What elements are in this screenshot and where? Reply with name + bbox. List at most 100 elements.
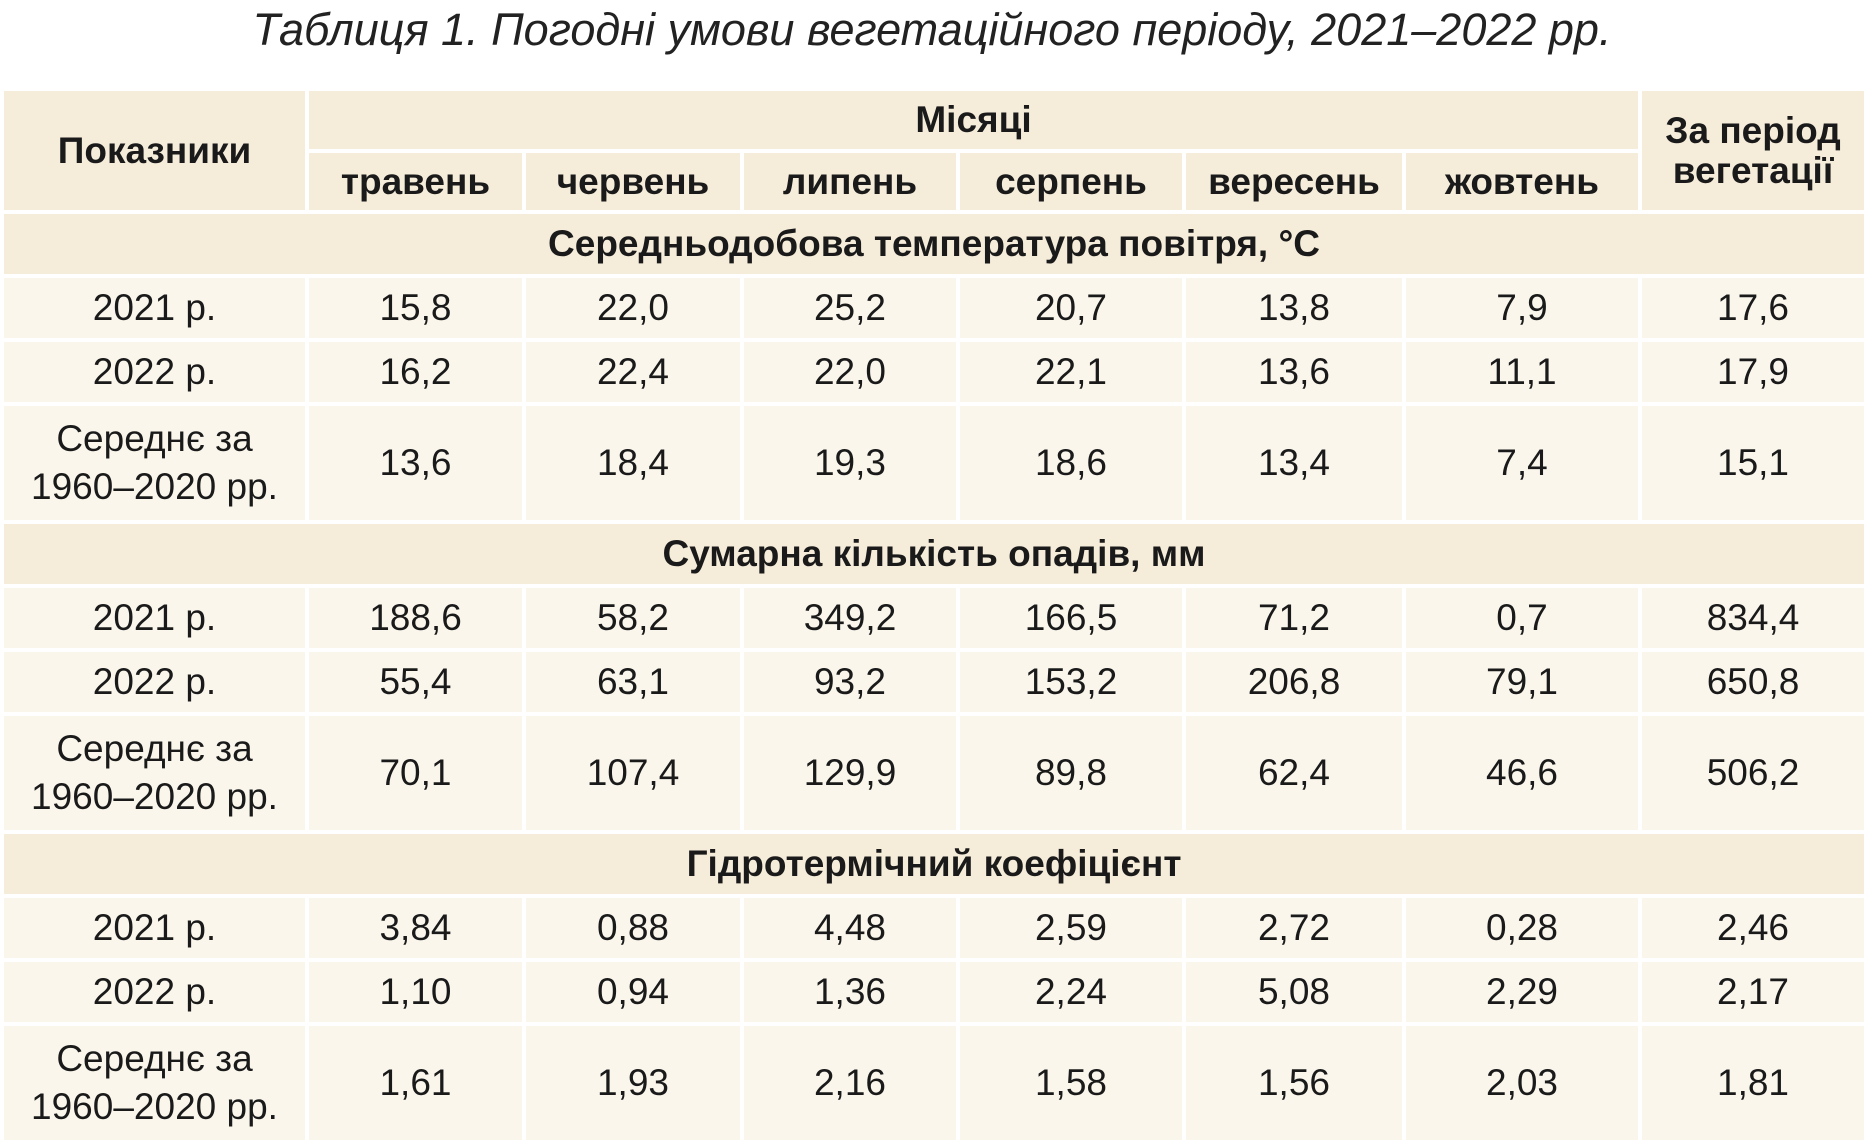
header-month-may: травень <box>305 149 526 214</box>
header-months-group: Місяці <box>304 87 1643 153</box>
table-cell: 1,10 <box>305 958 526 1026</box>
table-cell: 7,4 <box>1401 402 1643 524</box>
section-row-precipitation: Сумарна кількість опадів, мм <box>0 520 1864 588</box>
table-cell: 206,8 <box>1182 648 1406 716</box>
table-cell: 18,6 <box>956 402 1186 524</box>
table-cell: 58,2 <box>522 584 744 652</box>
table-cell: 1,61 <box>305 1022 526 1144</box>
table-cell: 2,03 <box>1401 1022 1643 1144</box>
header-total-line1: За період <box>1665 109 1841 151</box>
table-row: 2021 р. 3,84 0,88 4,48 2,59 2,72 0,28 2,… <box>0 894 1864 962</box>
table-row: Середнє за 1960–2020 рр. 13,6 18,4 19,3 … <box>0 402 1864 524</box>
table-cell: 2,29 <box>1401 958 1643 1026</box>
table-cell: 5,08 <box>1182 958 1406 1026</box>
table-cell: 1,56 <box>1182 1022 1406 1144</box>
table-cell: 63,1 <box>522 648 744 716</box>
row-label-line1: Середнє за <box>56 728 253 769</box>
header-total-line2: вегетації <box>1672 149 1834 191</box>
weather-table: Показники Місяці За період вегетації тра… <box>0 87 1864 1144</box>
table-cell: 3,84 <box>305 894 526 962</box>
header-month-october: жовтень <box>1401 149 1643 214</box>
table-cell: 166,5 <box>956 584 1186 652</box>
table-cell: 89,8 <box>956 712 1186 834</box>
table-cell: 93,2 <box>740 648 960 716</box>
table-cell: 129,9 <box>740 712 960 834</box>
table-cell: 2,59 <box>956 894 1186 962</box>
table-cell: 349,2 <box>740 584 960 652</box>
table-cell: 2,72 <box>1182 894 1406 962</box>
header-total-period: За період вегетації <box>1638 87 1864 214</box>
table-cell: 22,4 <box>522 338 744 406</box>
table-cell: 153,2 <box>956 648 1186 716</box>
table-cell: 4,48 <box>740 894 960 962</box>
header-month-august: серпень <box>956 149 1186 214</box>
table-cell: 1,93 <box>522 1022 744 1144</box>
table-cell: 2,16 <box>740 1022 960 1144</box>
table-cell-total: 17,6 <box>1638 274 1864 342</box>
table-cell-total: 1,81 <box>1638 1022 1864 1144</box>
table-cell: 22,0 <box>522 274 744 342</box>
row-label: Середнє за 1960–2020 рр. <box>0 712 309 834</box>
table-cell-total: 2,46 <box>1638 894 1864 962</box>
table-cell: 46,6 <box>1401 712 1643 834</box>
table-cell: 188,6 <box>305 584 526 652</box>
table-cell: 70,1 <box>305 712 526 834</box>
table-cell: 0,88 <box>522 894 744 962</box>
table-row: 2022 р. 1,10 0,94 1,36 2,24 5,08 2,29 2,… <box>0 958 1864 1026</box>
table-cell: 22,0 <box>740 338 960 406</box>
header-month-july: липень <box>740 149 960 214</box>
row-label: Середнє за 1960–2020 рр. <box>0 402 309 524</box>
table-cell: 107,4 <box>522 712 744 834</box>
table-cell: 16,2 <box>305 338 526 406</box>
table-cell: 62,4 <box>1182 712 1406 834</box>
section-row-htc: Гідротермічний коефіцієнт <box>0 830 1864 898</box>
table-cell: 79,1 <box>1401 648 1643 716</box>
row-label-line2: 1960–2020 рр. <box>31 1086 278 1127</box>
table-cell-total: 650,8 <box>1638 648 1864 716</box>
table-cell-total: 15,1 <box>1638 402 1864 524</box>
table-cell: 13,6 <box>1182 338 1406 406</box>
table-header: Показники Місяці За період вегетації тра… <box>0 87 1864 214</box>
table-cell: 7,9 <box>1401 274 1643 342</box>
header-month-june: червень <box>522 149 744 214</box>
table-cell: 13,6 <box>305 402 526 524</box>
section-row-temperature: Середньодобова температура повітря, °С <box>0 210 1864 278</box>
table-row: Середнє за 1960–2020 рр. 1,61 1,93 2,16 … <box>0 1022 1864 1144</box>
table-cell: 1,36 <box>740 958 960 1026</box>
table-cell-total: 17,9 <box>1638 338 1864 406</box>
row-label: Середнє за 1960–2020 рр. <box>0 1022 309 1144</box>
row-label: 2022 р. <box>0 958 309 1026</box>
table-row: 2022 р. 55,4 63,1 93,2 153,2 206,8 79,1 … <box>0 648 1864 716</box>
table-cell: 11,1 <box>1401 338 1643 406</box>
table-cell: 18,4 <box>522 402 744 524</box>
row-label-line2: 1960–2020 рр. <box>31 466 278 507</box>
table-cell: 13,8 <box>1182 274 1406 342</box>
table-caption: Таблиця 1. Погодні умови вегетаційного п… <box>252 4 1612 55</box>
table-cell: 22,1 <box>956 338 1186 406</box>
table-cell: 20,7 <box>956 274 1186 342</box>
table-cell: 0,28 <box>1401 894 1643 962</box>
table-cell: 71,2 <box>1182 584 1406 652</box>
row-label-line1: Середнє за <box>56 418 253 459</box>
section-title: Середньодобова температура повітря, °С <box>0 210 1864 278</box>
table-cell: 25,2 <box>740 274 960 342</box>
table-cell: 19,3 <box>740 402 960 524</box>
section-title: Гідротермічний коефіцієнт <box>0 830 1864 898</box>
table-row: 2021 р. 188,6 58,2 349,2 166,5 71,2 0,7 … <box>0 584 1864 652</box>
table-row: 2021 р. 15,8 22,0 25,2 20,7 13,8 7,9 17,… <box>0 274 1864 342</box>
row-label-line2: 1960–2020 рр. <box>31 776 278 817</box>
row-label: 2021 р. <box>0 274 309 342</box>
table-cell: 13,4 <box>1182 402 1406 524</box>
table-body: Середньодобова температура повітря, °С 2… <box>0 210 1864 1144</box>
header-indicators: Показники <box>0 87 309 214</box>
table-cell-total: 506,2 <box>1638 712 1864 834</box>
table-row: Середнє за 1960–2020 рр. 70,1 107,4 129,… <box>0 712 1864 834</box>
row-label: 2022 р. <box>0 648 309 716</box>
row-label: 2021 р. <box>0 584 309 652</box>
section-title: Сумарна кількість опадів, мм <box>0 520 1864 588</box>
row-label: 2021 р. <box>0 894 309 962</box>
table-cell: 0,94 <box>522 958 744 1026</box>
table-cell: 0,7 <box>1401 584 1643 652</box>
row-label-line1: Середнє за <box>56 1038 253 1079</box>
table-cell: 55,4 <box>305 648 526 716</box>
